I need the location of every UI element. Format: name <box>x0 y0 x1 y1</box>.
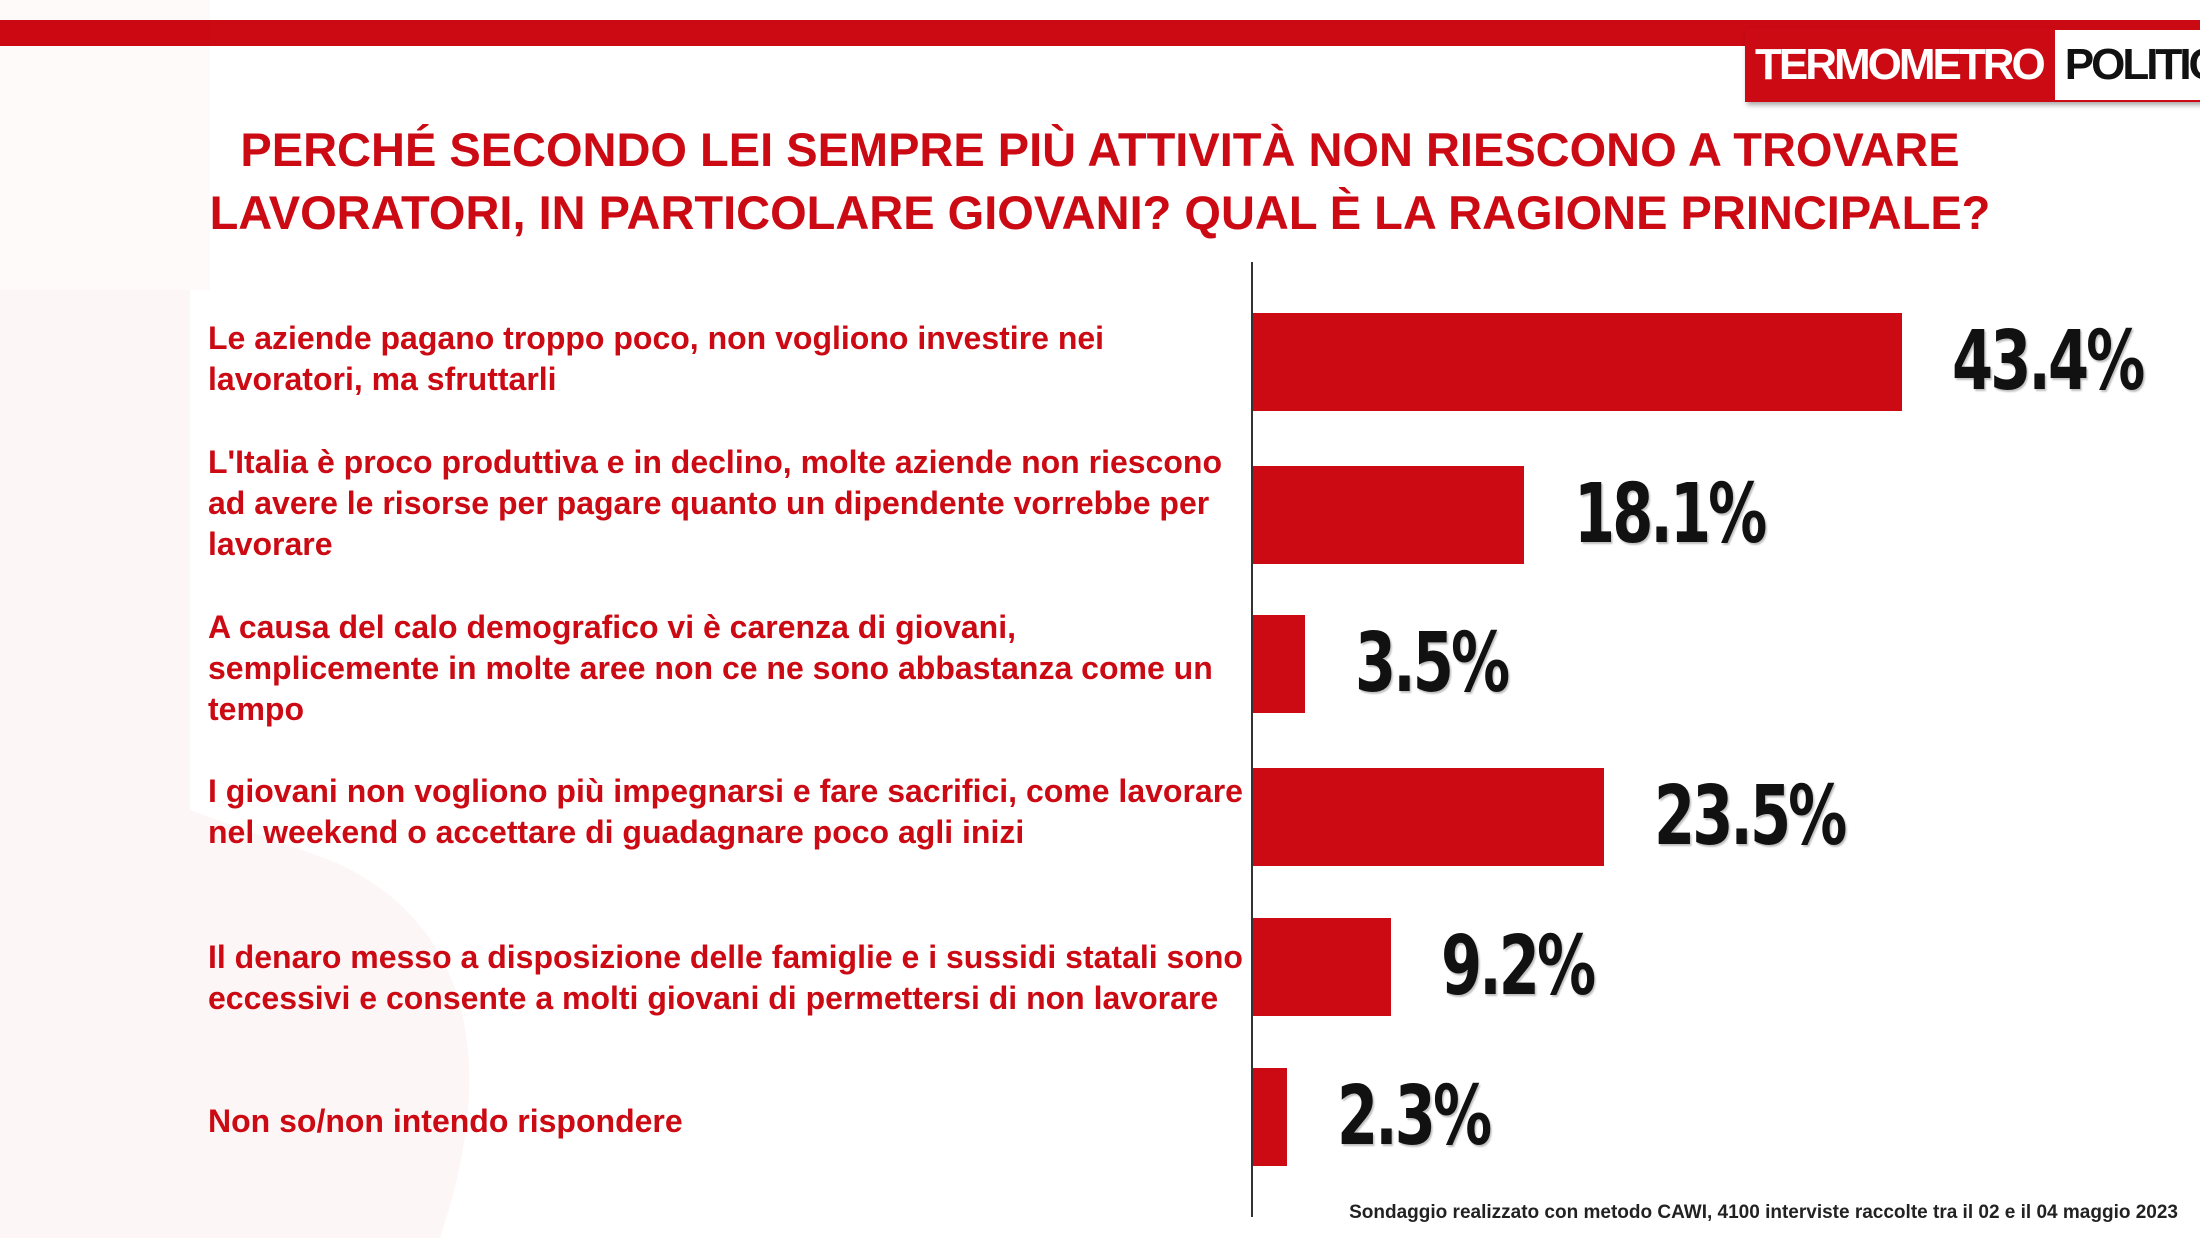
value-label: 23.5% <box>1654 769 1847 864</box>
bar <box>1253 615 1305 713</box>
value-label: 18.1% <box>1574 467 1767 562</box>
title-line-2: LAVORATORI, IN PARTICOLARE GIOVANI? QUAL… <box>209 186 1991 239</box>
value-label: 43.4% <box>1952 314 2145 409</box>
category-label: Non so/non intendo rispondere <box>208 1103 683 1139</box>
survey-footnote: Sondaggio realizzato con metodo CAWI, 41… <box>1349 1202 2178 1223</box>
logo-right-text: POLITICO <box>2052 28 2200 102</box>
logo-left-text: TERMOMETRO <box>1745 28 2053 102</box>
bar <box>1253 768 1604 866</box>
value-label: 2.3% <box>1337 1069 1492 1164</box>
bar <box>1253 313 1902 411</box>
chart-title: PERCHÉ SECONDO LEI SEMPRE PIÙ ATTIVITÀ N… <box>40 118 2160 244</box>
brand-logo: TERMOMETRO POLITICO <box>1745 28 2200 102</box>
value-label: 9.2% <box>1441 919 1596 1014</box>
bar <box>1253 918 1391 1016</box>
title-line-1: PERCHÉ SECONDO LEI SEMPRE PIÙ ATTIVITÀ N… <box>240 123 1960 176</box>
category-label: A causa del calo demografico vi è carenz… <box>208 609 1213 727</box>
bar <box>1253 466 1524 564</box>
category-label: I giovani non vogliono più impegnarsi e … <box>208 773 1243 850</box>
bar <box>1253 1068 1287 1166</box>
category-label: Le aziende pagano troppo poco, non vogli… <box>208 320 1105 397</box>
category-label: Il denaro messo a disposizione delle fam… <box>208 939 1243 1016</box>
y-axis-line <box>1251 262 1253 1217</box>
value-label: 3.5% <box>1355 616 1510 711</box>
category-label: L'Italia è proco produttiva e in declino… <box>208 444 1222 562</box>
